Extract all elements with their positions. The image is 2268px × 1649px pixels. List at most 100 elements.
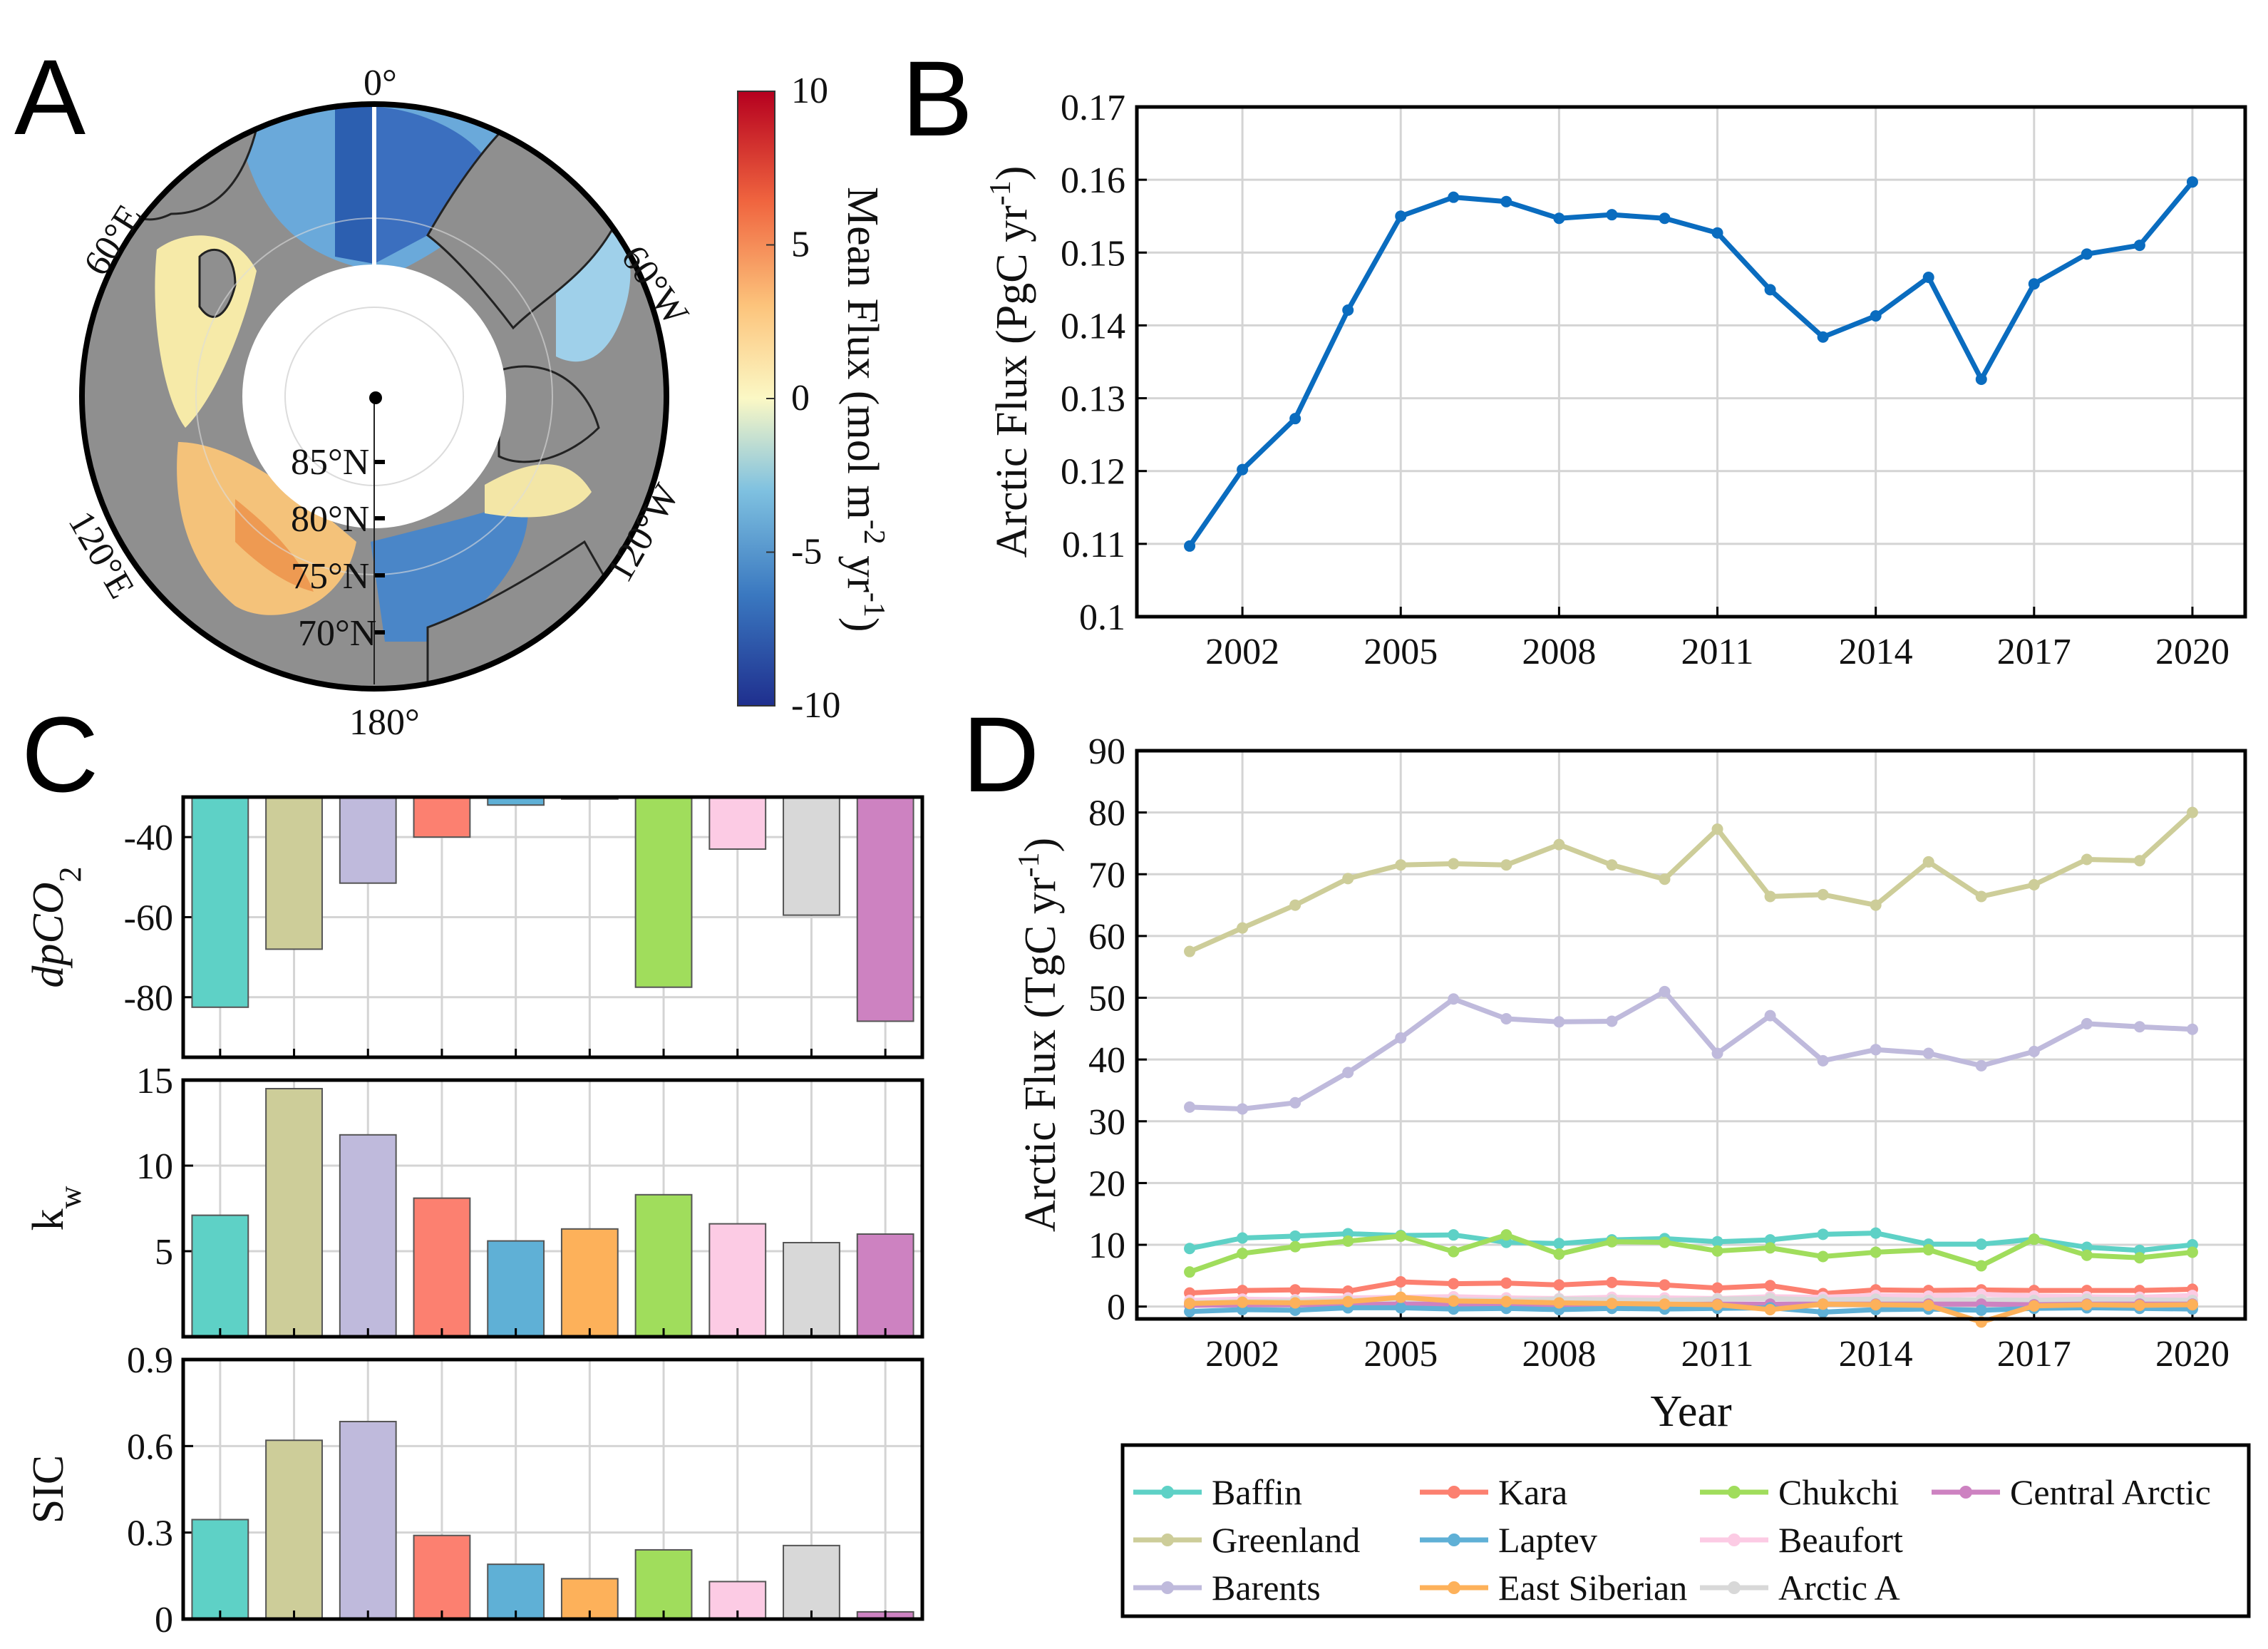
series-line-baffin bbox=[1189, 1231, 2193, 1253]
y-tick-label: 10 bbox=[136, 1146, 173, 1187]
data-point-baffin bbox=[1764, 1234, 1776, 1246]
bar-east-siberian bbox=[560, 1228, 619, 1338]
bar-greenland bbox=[265, 1439, 323, 1620]
x-tick-label: 2017 bbox=[1997, 1334, 2071, 1375]
data-point-chukchi bbox=[1184, 1266, 1196, 1278]
bar-kara bbox=[413, 1534, 471, 1620]
y-tick-label: 0 bbox=[155, 1600, 173, 1640]
data-point-arctic bbox=[1448, 191, 1460, 203]
bar-baffin bbox=[191, 796, 249, 1008]
x-tick-label: 2017 bbox=[1997, 632, 2071, 672]
data-point-east-siberian bbox=[2186, 1299, 2198, 1311]
subplot-frame bbox=[181, 795, 924, 1059]
data-point-barents bbox=[1184, 1101, 1196, 1113]
data-point-arctic bbox=[1764, 284, 1776, 296]
data-point-east-siberian bbox=[1711, 1299, 1723, 1311]
ocean-blue-east bbox=[374, 107, 485, 264]
data-point-east-siberian bbox=[2081, 1299, 2093, 1311]
subplot-kw: 5 10 15 kw bbox=[24, 1061, 924, 1339]
data-point-chukchi bbox=[2133, 1252, 2145, 1264]
data-point-chukchi bbox=[1395, 1230, 1407, 1242]
y-tick-label: 0.9 bbox=[127, 1340, 173, 1381]
colorbar-tick-label: 0 bbox=[791, 378, 810, 418]
panel-d-legend: Baffin Greenland Barents Kara Laptev East Sib… bbox=[1120, 1443, 2251, 1618]
x-tick-label: 2008 bbox=[1522, 632, 1596, 672]
series-line-east-siberian bbox=[1189, 1295, 2192, 1325]
ocean-orange-core bbox=[235, 499, 314, 592]
data-point-arctic bbox=[1922, 272, 1934, 284]
data-point-kara bbox=[1237, 1285, 1249, 1297]
x-tick-label: 2005 bbox=[1364, 632, 1438, 672]
legend-marker bbox=[1448, 1486, 1460, 1499]
y-tick-label: 0.14 bbox=[1061, 306, 1125, 346]
bar-arctic-a bbox=[783, 1242, 840, 1337]
legend-label: Arctic A bbox=[1778, 1568, 1900, 1608]
data-point-greenland bbox=[1342, 873, 1354, 885]
data-point-baffin bbox=[1448, 1229, 1460, 1241]
ocean-chukchi bbox=[371, 499, 528, 642]
colorbar-tick-label: 10 bbox=[791, 71, 828, 111]
data-point-chukchi bbox=[2081, 1249, 2093, 1261]
plot-frame bbox=[1135, 105, 2247, 619]
data-point-laptev bbox=[1184, 1305, 1196, 1317]
data-point-east-siberian bbox=[1342, 1295, 1354, 1308]
colorbar-tick-label: -10 bbox=[791, 685, 840, 726]
lat-label-70: 70°N bbox=[298, 613, 376, 654]
legend-marker bbox=[1728, 1534, 1741, 1546]
data-point-kara bbox=[1606, 1276, 1618, 1288]
data-point-kara bbox=[1711, 1282, 1723, 1294]
y-tick-label: 70 bbox=[1088, 855, 1125, 895]
x-tick-label: 2002 bbox=[1205, 632, 1279, 672]
y-axis-label: Arctic Flux (PgC yr-1) bbox=[984, 166, 1036, 558]
bar-barents bbox=[339, 1420, 397, 1620]
subplot-sic: 0 0.3 0.6 0.9 SIC bbox=[24, 1340, 924, 1640]
legend-marker bbox=[1161, 1581, 1174, 1594]
panel-label-a: A bbox=[14, 37, 86, 157]
data-point-kara bbox=[1448, 1278, 1460, 1290]
panel-b-line-chart: 2002 2005 2008 2011 2014 2017 2020 0.1 0.11 0.12 0… bbox=[984, 88, 2247, 672]
ocean-deep-blue-band bbox=[335, 107, 374, 264]
data-point-chukchi bbox=[1448, 1245, 1460, 1258]
bar-chukchi bbox=[634, 1548, 693, 1620]
data-point-chukchi bbox=[1817, 1250, 1829, 1263]
subplot-ylabel: SIC bbox=[24, 1455, 73, 1524]
y-tick-label: 80 bbox=[1088, 793, 1125, 834]
data-point-greenland bbox=[1553, 838, 1565, 851]
data-point-greenland bbox=[1870, 899, 1882, 911]
bar-greenland bbox=[265, 1088, 323, 1337]
data-point-barents bbox=[1289, 1096, 1301, 1109]
data-point-east-siberian bbox=[1922, 1299, 1934, 1311]
polar-map: 0° 60°W 120°W 180° 120°E 60°E 85°N 80°N … bbox=[61, 63, 696, 743]
data-point-arctic bbox=[1500, 195, 1512, 207]
data-point-barents bbox=[1448, 993, 1460, 1005]
data-point-chukchi bbox=[1659, 1236, 1671, 1248]
data-point-arctic bbox=[1711, 227, 1723, 239]
data-point-laptev bbox=[1975, 1304, 1987, 1316]
y-tick-label: 0 bbox=[1107, 1288, 1125, 1328]
x-tick-label: 2011 bbox=[1681, 632, 1753, 672]
data-point-greenland bbox=[1606, 859, 1618, 871]
colorbar: 10 5 0 -5 -10 Mean Flux (mol m-2 yr-1) bbox=[737, 71, 890, 726]
data-point-greenland bbox=[1237, 922, 1249, 934]
bar-barents bbox=[339, 796, 397, 884]
data-point-east-siberian bbox=[1448, 1295, 1460, 1307]
x-tick-label: 2005 bbox=[1364, 1334, 1438, 1375]
colorbar-tick-label: -5 bbox=[791, 532, 822, 572]
x-tick-label: 2020 bbox=[2155, 632, 2230, 672]
subplot-dpco2: -40 -60 -80 dpCO2 bbox=[24, 795, 924, 1059]
bar-central-arctic bbox=[856, 1233, 914, 1337]
north-pole-dot bbox=[369, 391, 382, 404]
data-point-arctic bbox=[2081, 248, 2093, 260]
series-line-chukchi bbox=[1188, 1232, 2193, 1275]
panel-d-line-chart: 2002 2005 2008 2011 2014 2017 2020 0 10 20 30 40 50 6… bbox=[1013, 731, 2247, 1436]
data-point-chukchi bbox=[1606, 1236, 1618, 1248]
data-point-east-siberian bbox=[1237, 1296, 1249, 1308]
data-point-arctic bbox=[1659, 212, 1671, 225]
data-point-arctic bbox=[1184, 540, 1196, 552]
data-point-barents bbox=[2133, 1021, 2145, 1033]
plot-frame bbox=[1135, 749, 2247, 1321]
legend-label: Beaufort bbox=[1778, 1520, 1903, 1560]
data-point-arctic bbox=[1870, 310, 1882, 322]
colorbar-label: Mean Flux (mol m-2 yr-1) bbox=[838, 187, 890, 632]
lat-label-80: 80°N bbox=[291, 499, 369, 540]
